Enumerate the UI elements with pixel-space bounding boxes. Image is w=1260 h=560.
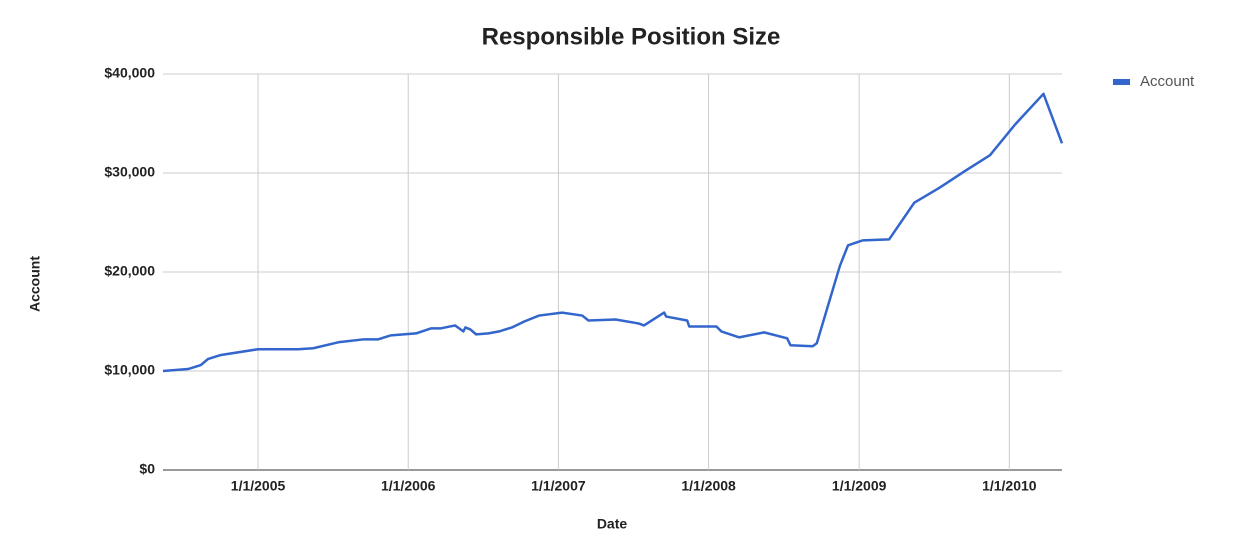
legend-swatch [1113, 79, 1130, 85]
y-tick-label: $40,000 [104, 65, 155, 81]
x-axis-title: Date [597, 516, 628, 532]
chart-title: Responsible Position Size [482, 23, 781, 50]
x-tick-label: 1/1/2010 [982, 478, 1037, 494]
legend-label: Account [1140, 73, 1195, 90]
x-tick-label: 1/1/2006 [381, 478, 436, 494]
x-tick-label: 1/1/2007 [531, 478, 586, 494]
y-tick-label: $30,000 [104, 164, 155, 180]
x-tick-label: 1/1/2008 [681, 478, 736, 494]
line-series [162, 92, 1064, 373]
y-tick-label: $10,000 [104, 362, 155, 378]
y-axis-title: Account [27, 256, 43, 312]
y-tick-label: $0 [139, 461, 155, 477]
y-tick-label: $20,000 [104, 263, 155, 279]
x-tick-label: 1/1/2005 [231, 478, 286, 494]
x-tick-label: 1/1/2009 [832, 478, 887, 494]
